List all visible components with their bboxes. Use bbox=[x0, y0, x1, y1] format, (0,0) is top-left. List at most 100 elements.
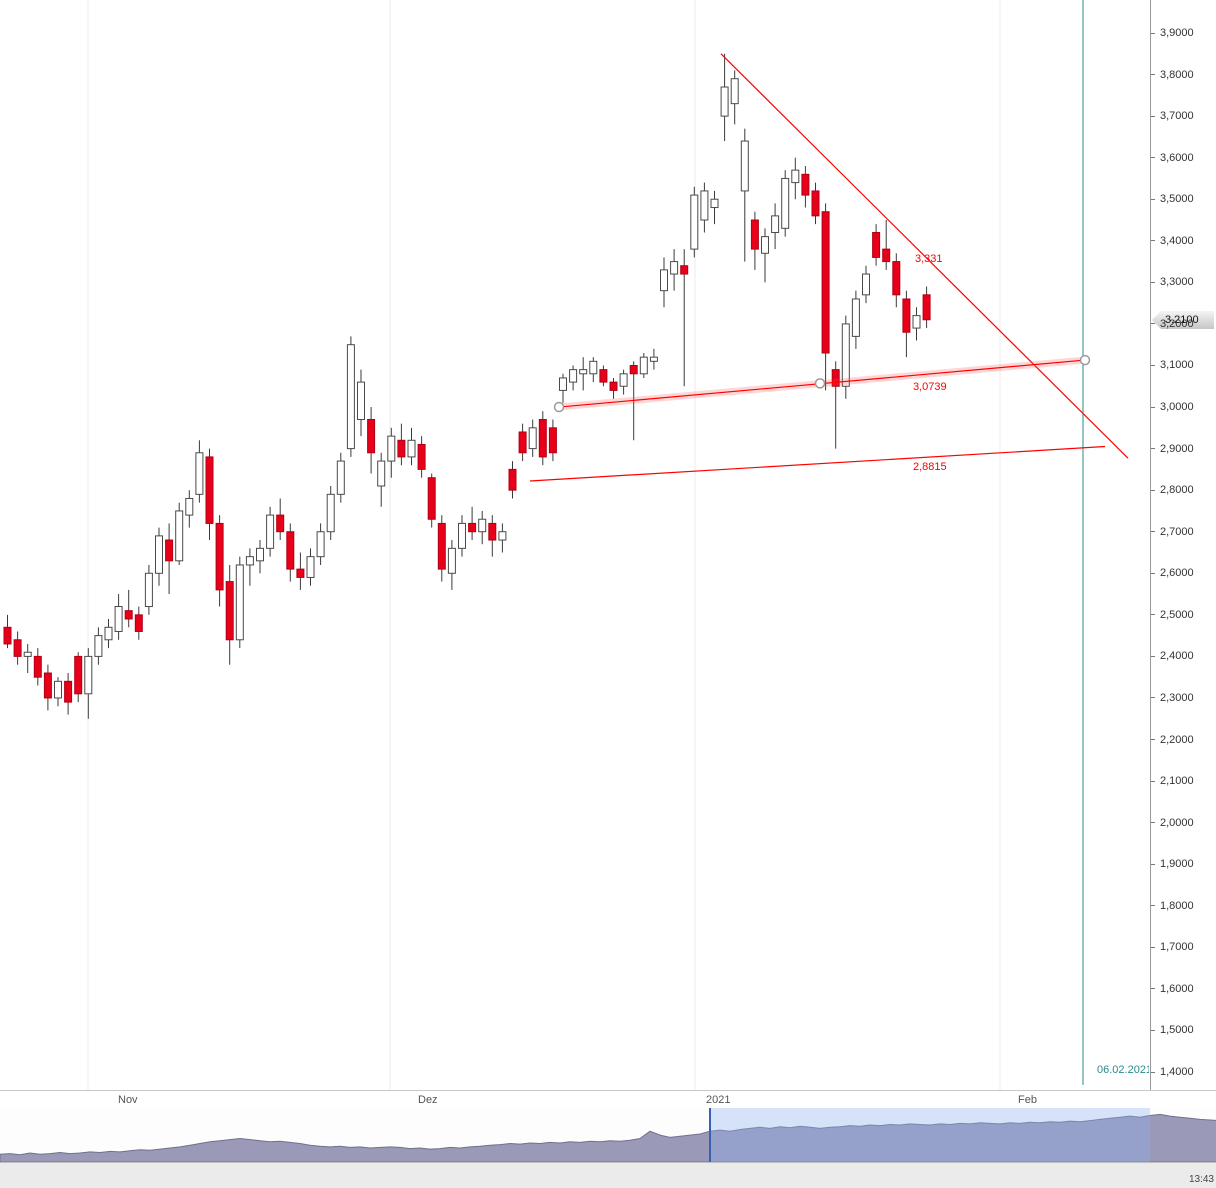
candle-body[interactable] bbox=[175, 510, 184, 562]
navigator-selection[interactable] bbox=[710, 1108, 1150, 1162]
candle-body[interactable] bbox=[750, 219, 759, 250]
trendline-handle[interactable] bbox=[553, 401, 565, 413]
trendline-handle[interactable] bbox=[1079, 354, 1091, 366]
candlestick-chart[interactable]: 3,331 3,0739 2,8815 06.02.2021 bbox=[0, 0, 1150, 1090]
trendline-lower-support[interactable] bbox=[529, 445, 1106, 482]
trendline-descending-resistance[interactable] bbox=[720, 53, 1129, 459]
candle-body[interactable] bbox=[235, 564, 244, 641]
candle-body[interactable] bbox=[13, 639, 22, 657]
candle-body[interactable] bbox=[912, 315, 921, 329]
candle-body[interactable] bbox=[407, 439, 416, 458]
candle-body[interactable] bbox=[882, 248, 891, 263]
candle-body[interactable] bbox=[872, 231, 881, 258]
candle-body[interactable] bbox=[114, 606, 123, 632]
candle-body[interactable] bbox=[185, 497, 194, 516]
trendline-handle[interactable] bbox=[814, 378, 826, 389]
candle-body[interactable] bbox=[468, 522, 477, 533]
candle-body[interactable] bbox=[589, 360, 598, 375]
candle-body[interactable] bbox=[256, 547, 264, 562]
candle-body[interactable] bbox=[478, 518, 487, 533]
time-axis[interactable]: Nov Dez 2021 Feb bbox=[0, 1090, 1216, 1109]
candle-body[interactable] bbox=[3, 626, 12, 645]
candle-body[interactable] bbox=[225, 581, 234, 641]
candle-body[interactable] bbox=[559, 377, 567, 391]
candle-body[interactable] bbox=[134, 614, 143, 632]
candle-body[interactable] bbox=[377, 460, 386, 487]
candle-body[interactable] bbox=[245, 556, 254, 566]
candle-body[interactable] bbox=[639, 356, 648, 375]
candle-body[interactable] bbox=[892, 261, 901, 296]
candlestick-plot-svg[interactable] bbox=[0, 0, 1150, 1090]
candle-body[interactable] bbox=[579, 369, 588, 375]
navigator-area-svg[interactable] bbox=[0, 1108, 1216, 1162]
candle-body[interactable] bbox=[649, 356, 658, 362]
candle-body[interactable] bbox=[781, 177, 790, 229]
candle-body[interactable] bbox=[700, 190, 709, 221]
candle-body[interactable] bbox=[23, 651, 32, 657]
candle-body[interactable] bbox=[155, 535, 163, 574]
candle-body[interactable] bbox=[761, 236, 769, 254]
candle-body[interactable] bbox=[599, 369, 608, 383]
candle-body[interactable] bbox=[205, 456, 214, 524]
candle-body[interactable] bbox=[771, 215, 780, 233]
candle-body[interactable] bbox=[43, 672, 52, 699]
candle-body[interactable] bbox=[670, 261, 679, 275]
candle-body[interactable] bbox=[922, 294, 931, 321]
candle-body[interactable] bbox=[528, 427, 537, 450]
candle-body[interactable] bbox=[619, 373, 628, 387]
candle-body[interactable] bbox=[862, 273, 870, 296]
candle-body[interactable] bbox=[538, 419, 547, 458]
range-navigator[interactable] bbox=[0, 1108, 1216, 1162]
candle-body[interactable] bbox=[94, 635, 103, 657]
candle-body[interactable] bbox=[548, 427, 557, 454]
candle-body[interactable] bbox=[387, 435, 396, 462]
price-axis[interactable]: 3,2100 3,9000 3,8000 3,7000 3,6000 3,5000 3,4… bbox=[1150, 0, 1216, 1090]
candle-body[interactable] bbox=[841, 323, 850, 387]
candle-body[interactable] bbox=[165, 539, 174, 562]
candle-body[interactable] bbox=[740, 140, 749, 192]
candle-body[interactable] bbox=[851, 298, 860, 337]
candle-body[interactable] bbox=[488, 522, 497, 541]
candle-body[interactable] bbox=[215, 522, 224, 591]
candle-body[interactable] bbox=[902, 298, 911, 333]
candle-body[interactable] bbox=[609, 381, 618, 391]
candle-body[interactable] bbox=[821, 211, 830, 354]
candle-body[interactable] bbox=[811, 190, 820, 217]
candle-body[interactable] bbox=[801, 173, 810, 196]
candle-body[interactable] bbox=[710, 198, 719, 209]
candle-body[interactable] bbox=[266, 514, 275, 549]
candle-body[interactable] bbox=[720, 86, 729, 117]
candle-body[interactable] bbox=[397, 439, 406, 458]
candle-body[interactable] bbox=[286, 531, 295, 570]
candle-body[interactable] bbox=[84, 655, 93, 695]
candle-body[interactable] bbox=[306, 556, 315, 578]
candle-body[interactable] bbox=[357, 381, 365, 421]
candle-body[interactable] bbox=[296, 568, 305, 578]
candle-body[interactable] bbox=[336, 460, 345, 495]
candle-body[interactable] bbox=[316, 531, 325, 558]
candle-body[interactable] bbox=[54, 680, 62, 699]
candle-body[interactable] bbox=[518, 431, 527, 454]
candle-body[interactable] bbox=[730, 78, 739, 105]
candle-body[interactable] bbox=[417, 443, 426, 470]
candle-body[interactable] bbox=[64, 680, 73, 703]
candle-body[interactable] bbox=[569, 369, 578, 383]
candle-body[interactable] bbox=[458, 522, 466, 549]
candle-body[interactable] bbox=[74, 655, 83, 695]
candle-body[interactable] bbox=[427, 477, 436, 520]
candle-body[interactable] bbox=[326, 493, 335, 533]
candle-body[interactable] bbox=[367, 419, 376, 454]
candle-body[interactable] bbox=[346, 344, 355, 450]
candle-body[interactable] bbox=[144, 572, 153, 608]
bottom-scrollbar[interactable]: 13:43 bbox=[0, 1162, 1216, 1188]
candle-body[interactable] bbox=[660, 269, 668, 292]
candle-body[interactable] bbox=[437, 522, 446, 570]
candle-body[interactable] bbox=[195, 452, 204, 495]
candle-body[interactable] bbox=[680, 265, 689, 275]
candle-body[interactable] bbox=[690, 194, 699, 250]
candle-body[interactable] bbox=[629, 364, 638, 375]
candle-body[interactable] bbox=[124, 610, 133, 620]
candle-body[interactable] bbox=[508, 468, 517, 491]
candle-body[interactable] bbox=[276, 514, 285, 533]
candle-body[interactable] bbox=[104, 626, 113, 641]
